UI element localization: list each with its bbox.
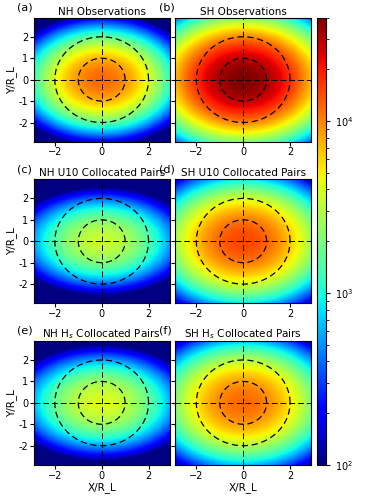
- Title: SH Observations: SH Observations: [200, 6, 286, 16]
- Text: (e): (e): [18, 326, 33, 336]
- Y-axis label: Y/R_L: Y/R_L: [6, 66, 17, 94]
- Text: (f): (f): [159, 326, 172, 336]
- Title: SH U10 Collocated Pairs: SH U10 Collocated Pairs: [181, 168, 306, 178]
- Text: (b): (b): [159, 2, 175, 12]
- Text: (c): (c): [18, 164, 32, 174]
- Title: SH H$_s$ Collocated Pairs: SH H$_s$ Collocated Pairs: [184, 327, 302, 340]
- Title: NH H$_s$ Collocated Pairs: NH H$_s$ Collocated Pairs: [42, 327, 161, 340]
- Title: NH U10 Collocated Pairs: NH U10 Collocated Pairs: [39, 168, 165, 178]
- Y-axis label: Y/R_L: Y/R_L: [6, 228, 17, 255]
- Text: (d): (d): [159, 164, 175, 174]
- X-axis label: X/R_L: X/R_L: [229, 482, 258, 493]
- Y-axis label: Y/R_L: Y/R_L: [6, 389, 17, 417]
- Title: NH Observations: NH Observations: [58, 6, 146, 16]
- X-axis label: X/R_L: X/R_L: [87, 482, 116, 493]
- Text: (a): (a): [18, 2, 33, 12]
